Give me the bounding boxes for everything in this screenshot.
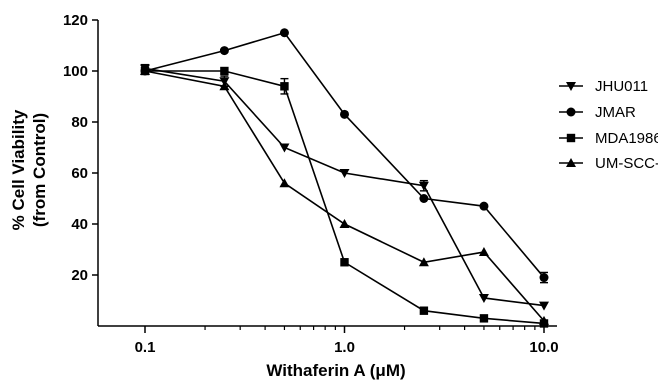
- x-tick-label: 10.0: [529, 339, 558, 356]
- series-line-jhu011: [144, 67, 545, 307]
- legend-marker: [566, 82, 576, 91]
- data-point-jmar: [479, 201, 489, 211]
- data-point-mda1986: [419, 306, 429, 315]
- legend-marker: [566, 107, 576, 117]
- data-point-um-scc-2: [339, 219, 350, 228]
- data-point-jhu011: [418, 181, 429, 191]
- legend-label: JHU011: [595, 78, 648, 95]
- series-layer: [140, 28, 549, 328]
- legend-item-jhu011: JHU011: [559, 78, 648, 95]
- series-line-jmar: [144, 31, 545, 279]
- legend-item-um-scc-2: UM-SCC-2: [559, 155, 658, 172]
- legend-label: MDA1986: [595, 130, 658, 147]
- data-point-mda1986: [479, 314, 489, 323]
- x-tick-label: 1.0: [334, 339, 355, 356]
- data-point-jhu011: [539, 301, 549, 311]
- x-axis-title: Withaferin A (μM): [266, 361, 405, 380]
- data-point-jhu011: [478, 293, 489, 303]
- data-point-jmar: [340, 109, 349, 119]
- data-point-jhu011: [339, 169, 350, 178]
- y-tick-label: 120: [63, 12, 88, 29]
- legend-item-jmar: JMAR: [559, 104, 636, 121]
- y-tick-label: 100: [63, 63, 88, 80]
- data-point-mda1986: [340, 258, 349, 267]
- y-tick-label: 20: [71, 267, 88, 284]
- data-point-mda1986: [220, 66, 229, 76]
- y-tick-label: 40: [71, 216, 88, 233]
- y-tick-label: 80: [71, 114, 88, 131]
- data-point-jmar: [419, 194, 429, 203]
- y-tick-label: 60: [71, 165, 88, 182]
- axes: 20 40 60 80 100 120 0.1 1.0 10.0: [63, 12, 559, 356]
- legend-label: JMAR: [595, 104, 636, 121]
- series-line-mda1986: [145, 70, 545, 325]
- data-point-mda1986: [280, 82, 289, 91]
- data-point-jmar: [279, 28, 289, 38]
- data-point-um-scc-2: [140, 66, 150, 75]
- data-point-um-scc-2: [279, 178, 290, 188]
- data-point-jmar: [539, 273, 549, 283]
- data-point-um-scc-2: [418, 257, 429, 267]
- series-um-scc-2: [140, 66, 549, 325]
- y-axis-title-line2: (from Control): [30, 113, 49, 227]
- series-jhu011: [140, 63, 549, 311]
- legend: JHU011 JMAR MDA1986 UM-SCC-2: [559, 78, 658, 172]
- data-point-um-scc-2: [539, 315, 549, 325]
- x-tick-label: 0.1: [135, 339, 156, 356]
- data-point-jhu011: [279, 143, 290, 153]
- legend-item-mda1986: MDA1986: [559, 130, 658, 147]
- series-jmar: [140, 28, 549, 284]
- data-point-jmar: [219, 46, 229, 56]
- series-mda1986: [140, 66, 549, 328]
- data-point-um-scc-2: [478, 247, 489, 257]
- legend-label: UM-SCC-2: [595, 155, 658, 172]
- data-point-um-scc-2: [219, 81, 230, 91]
- series-line-um-scc-2: [144, 70, 545, 322]
- y-axis-title-line1: % Cell Viability: [9, 109, 28, 230]
- legend-marker: [566, 133, 576, 143]
- legend-marker: [566, 158, 576, 167]
